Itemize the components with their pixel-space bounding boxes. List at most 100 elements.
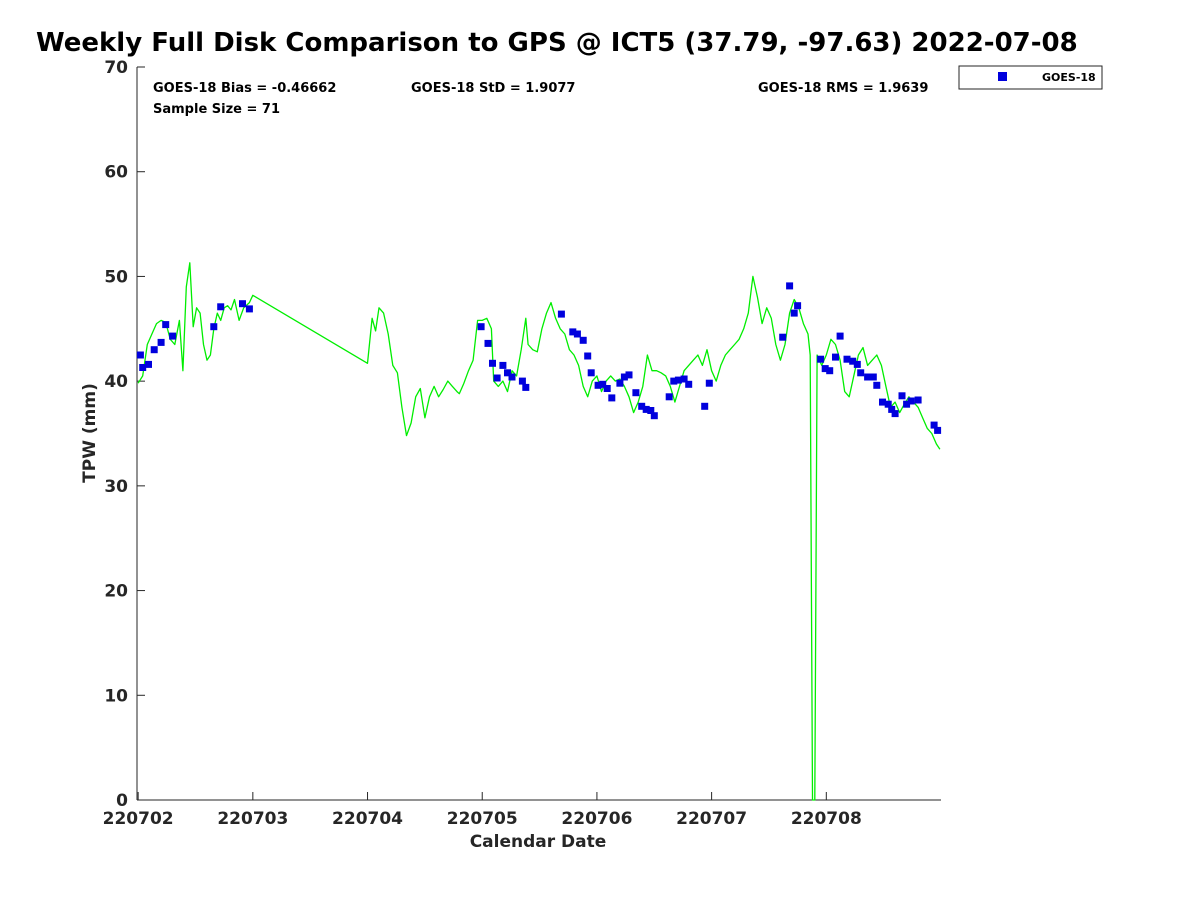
legend-box	[958, 65, 1103, 90]
goes-18-point	[779, 333, 787, 341]
goes-18-point	[217, 303, 225, 311]
y-tick-label: 0	[116, 791, 128, 811]
goes-18-point	[857, 369, 865, 377]
goes-18-point	[162, 321, 170, 329]
goes-18-point	[625, 371, 633, 379]
goes-18-point	[139, 364, 147, 371]
x-tick-label: 220704	[332, 809, 403, 829]
goes-18-point	[879, 398, 886, 406]
goes-18-point	[522, 383, 530, 391]
y-axis-label: TPW (mm)	[80, 383, 100, 483]
goes-18-point	[557, 310, 565, 318]
goes-18-point	[489, 359, 496, 367]
y-tick-label: 70	[104, 58, 128, 78]
goes-18-point	[836, 332, 844, 340]
goes-18-point	[647, 407, 655, 414]
y-tick-label: 30	[104, 477, 128, 497]
goes-18-point	[136, 351, 144, 359]
goes-18-point	[670, 377, 678, 385]
goes-18-point	[499, 361, 507, 369]
goes-18-point	[508, 373, 516, 381]
x-tick-label: 220708	[791, 809, 862, 829]
goes-18-point	[484, 339, 492, 347]
goes-18-point	[873, 381, 881, 389]
goes-18-point	[584, 352, 592, 360]
goes-18-point	[869, 373, 877, 381]
goes-18-point	[821, 365, 829, 373]
goes-18-point	[849, 357, 857, 365]
axes	[136, 66, 941, 801]
y-tick-label: 40	[104, 372, 128, 392]
goes-18-point	[701, 402, 709, 410]
goes-18-point	[826, 367, 834, 375]
goes-18-point	[477, 323, 485, 331]
goes-18-point	[569, 328, 577, 336]
goes-18-point	[632, 389, 640, 397]
goes-18-point	[169, 332, 177, 340]
gps-line	[137, 262, 941, 801]
goes-18-point	[157, 338, 165, 346]
goes-18-point	[603, 385, 611, 392]
goes-18-point	[888, 405, 896, 413]
goes-18-point	[245, 305, 253, 313]
goes-18-point	[573, 330, 581, 338]
goes-18-point	[239, 300, 246, 308]
rms-stat: GOES-18 RMS = 1.9639	[758, 81, 928, 96]
goes-18-point	[150, 346, 158, 354]
goes-18-point	[616, 379, 624, 387]
goes-18-point	[665, 393, 673, 401]
x-tick-label: 220702	[103, 809, 174, 829]
goes-18-point	[903, 400, 911, 408]
goes-18-point	[608, 394, 616, 402]
goes-18-point	[493, 374, 501, 382]
goes-18-point	[832, 353, 839, 361]
goes-18-point	[891, 410, 899, 418]
goes-18-point	[864, 373, 872, 381]
legend-label: GOES-18	[1042, 71, 1096, 84]
x-tick-label: 220706	[561, 809, 632, 829]
legend-marker	[998, 72, 1007, 81]
std-stat: GOES-18 StD = 1.9077	[411, 81, 575, 96]
tick-labels: 0 10 20 30 40 50 60 70 220702 220703 220704 220705 2…	[103, 58, 862, 829]
goes-18-point	[145, 360, 152, 368]
goes-18-point	[650, 412, 658, 420]
goes-18-point	[794, 302, 802, 310]
goes-18-point	[898, 392, 906, 400]
series-layer	[136, 262, 942, 801]
bias-stat: GOES-18 Bias = -0.46662	[153, 81, 336, 96]
goes-18-point	[579, 336, 587, 344]
goes-18-point	[685, 380, 693, 388]
goes-18-point	[817, 355, 825, 363]
goes-18-point	[642, 405, 650, 413]
goes-18-point	[620, 373, 628, 381]
goes-18-point	[934, 426, 942, 434]
x-tick-label: 220705	[447, 809, 518, 829]
goes-18-point	[518, 377, 526, 385]
goes-18-point	[587, 369, 595, 377]
sample-size-stat: Sample Size = 71	[153, 102, 280, 117]
x-axis-label: Calendar Date	[470, 832, 607, 852]
chart-title: Weekly Full Disk Comparison to GPS @ ICT…	[36, 28, 1078, 58]
goes-18-point	[930, 421, 938, 429]
goes-18-point	[674, 376, 682, 384]
goes-18-point	[638, 402, 646, 410]
goes-18-point	[680, 375, 688, 383]
goes-18-point	[790, 309, 798, 317]
goes-18-point	[843, 355, 851, 363]
goes-18-point	[504, 369, 511, 377]
y-tick-label: 50	[104, 267, 128, 287]
goes-18-point	[786, 282, 794, 290]
goes-18-point	[884, 400, 892, 408]
goes-18-point	[210, 323, 218, 331]
goes-18-point	[705, 379, 713, 387]
goes-18-point	[599, 380, 607, 388]
y-tick-label: 60	[104, 163, 128, 183]
x-tick-label: 220707	[676, 809, 747, 829]
y-tick-label: 10	[104, 686, 128, 706]
goes-18-point	[907, 397, 915, 405]
x-tick-label: 220703	[217, 809, 288, 829]
goes-18-point	[853, 360, 861, 368]
goes-18-point	[914, 396, 922, 404]
goes-18-point	[594, 381, 602, 389]
